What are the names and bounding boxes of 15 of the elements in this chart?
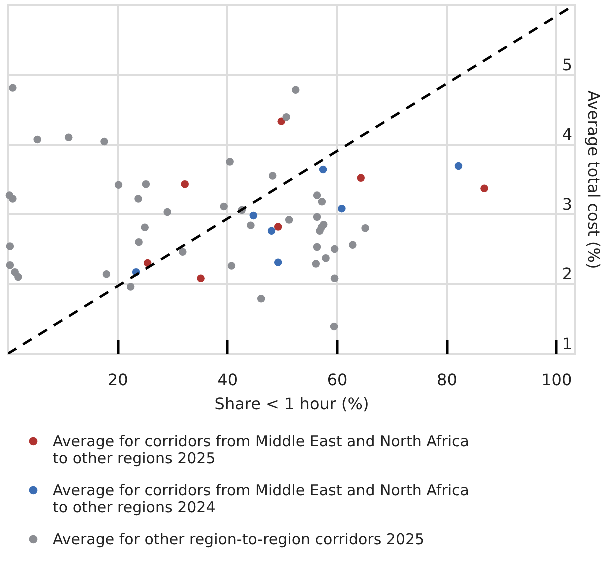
legend-label: Average for corridors from Middle East and North Africa to other regions 2024 xyxy=(53,482,470,516)
x-tick-label: 40 xyxy=(218,370,238,390)
y-axis-title: Average total cost (%) xyxy=(584,90,604,270)
y-tick-label: 4 xyxy=(562,125,572,144)
x-tick-label: 100 xyxy=(542,370,572,390)
y-tick-label: 3 xyxy=(562,194,572,214)
x-tick-label: 80 xyxy=(437,370,458,390)
legend-label: Average for corridors from Middle East and North Africa to other regions 2025 xyxy=(53,432,470,468)
legend-label: Average for other region-to-region corridors 2025 xyxy=(53,530,425,548)
x-tick-label: 60 xyxy=(327,370,348,390)
x-axis-title: Share < 1 hour (%) xyxy=(214,394,370,414)
x-tick-label: 20 xyxy=(108,370,128,390)
y-tick-label: 5 xyxy=(562,55,572,74)
y-tick-label: 1 xyxy=(562,334,572,354)
y-tick-label: 2 xyxy=(562,264,572,284)
